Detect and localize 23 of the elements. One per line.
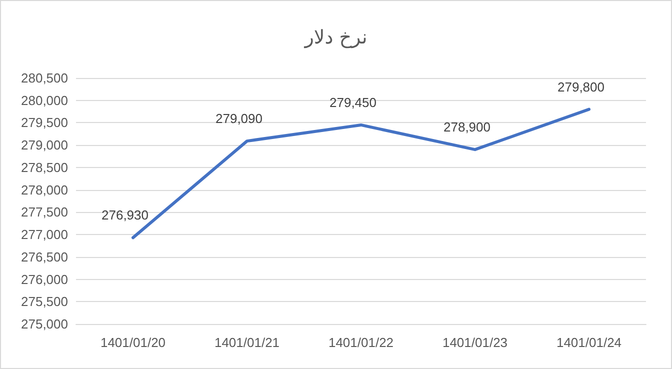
y-tick-label: 277,000 (21, 227, 68, 242)
y-tick-label: 276,500 (21, 249, 68, 264)
y-tick-label: 280,000 (21, 92, 68, 108)
data-label: 278,900 (444, 120, 490, 135)
y-tick-label: 277,500 (21, 204, 68, 220)
y-tick-label: 275,500 (21, 294, 68, 310)
x-tick-label: 1401/01/20 (100, 335, 166, 350)
data-label: 279,800 (558, 79, 604, 94)
data-label: 276,930 (102, 208, 148, 223)
x-tick-label: 1401/01/23 (442, 335, 508, 350)
x-tick-label: 1401/01/22 (328, 335, 394, 350)
y-tick-label: 280,500 (21, 70, 68, 86)
x-tick-label: 1401/01/21 (214, 335, 280, 350)
y-tick-label: 278,500 (21, 160, 68, 175)
chart-title: نرخ دلار (304, 26, 368, 48)
data-label: 279,090 (216, 111, 262, 126)
y-tick-label: 275,000 (21, 316, 68, 332)
y-tick-label: 279,500 (21, 115, 68, 130)
y-tick-label: 276,000 (21, 272, 68, 287)
data-label: 279,450 (330, 94, 376, 110)
y-tick-label: 279,000 (21, 138, 68, 153)
y-tick-label: 278,000 (21, 182, 68, 198)
x-tick-label: 1401/01/24 (556, 335, 622, 350)
